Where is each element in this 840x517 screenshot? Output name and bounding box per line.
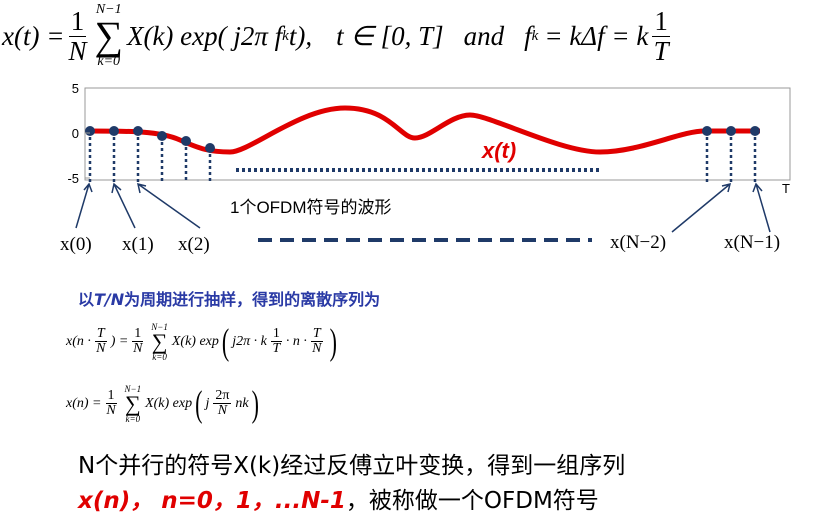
formula-text: nk: [235, 395, 249, 411]
paren: ): [251, 381, 259, 425]
arrows: [75, 182, 771, 233]
formula-text: · n ·: [285, 333, 307, 349]
body-line: N个并行的符号X(k)经过反傅立叶变换，得到一组序列: [78, 453, 626, 479]
sum-symbol: ∑: [94, 13, 123, 58]
denominator: T: [653, 35, 669, 66]
sample-label: x(N−1): [724, 232, 780, 253]
paren: (: [195, 381, 203, 425]
formula-text: X(k) exp( j2π f: [126, 20, 283, 51]
sum-symbol: ∑: [151, 329, 168, 354]
numerator: T: [310, 325, 323, 343]
formula-text: t ∈ [0, T]: [336, 20, 444, 51]
sample-label: x(0): [60, 234, 92, 255]
sample-label: x(1): [122, 234, 154, 255]
denominator: T: [272, 341, 281, 357]
formula-text: j2π · k: [232, 333, 267, 349]
denominator: N: [96, 341, 106, 357]
formula-text: ) =: [110, 333, 129, 349]
sum: N−1 ∑ k=0: [125, 384, 142, 424]
sum-top: N−1: [124, 384, 142, 394]
sum: N−1 ∑ k=0: [151, 322, 168, 362]
formula-text: j: [205, 395, 210, 411]
formula-text: x(t) =: [2, 20, 65, 51]
numerator: 1: [105, 387, 117, 405]
denominator: N: [217, 403, 228, 419]
sum-bottom: k=0: [125, 413, 141, 424]
numerator: T: [94, 325, 107, 343]
heading-emph: T/N: [94, 290, 125, 309]
sum: N−1 ∑ k=0: [94, 2, 123, 70]
curve-label: x(t): [481, 138, 516, 163]
waveform-curve: [87, 105, 760, 155]
y-tick-label: -5: [67, 171, 79, 186]
sample-lines: [88, 131, 757, 182]
numerator: 1: [68, 6, 87, 37]
subscript: k: [531, 27, 539, 44]
numerator: 1: [132, 325, 144, 343]
x-end-label: T: [782, 181, 790, 196]
formula-text: X(k) exp: [145, 395, 193, 411]
subscript: k: [282, 27, 289, 44]
y-tick-label: 5: [72, 81, 79, 96]
heading-text: 为周期进行抽样，得到的离散序列为: [124, 290, 381, 309]
body-line: x(n)， n=0，1，...N-1，被称做一个OFDM符号: [78, 481, 599, 515]
sum-bottom: k=0: [152, 351, 167, 362]
sum-top: N−1: [95, 2, 122, 17]
plot-frame: [84, 87, 791, 181]
formula-text: and: [463, 20, 505, 51]
body-text: ，被称做一个OFDM符号: [345, 488, 599, 514]
denominator: N: [312, 341, 322, 357]
fraction: 2π N: [213, 387, 232, 419]
numerator: 2π: [213, 387, 232, 405]
numerator: 1: [270, 325, 282, 343]
formula-text: x(n ·: [66, 333, 91, 349]
denominator: N: [133, 341, 143, 357]
heading-text: 以: [78, 290, 95, 309]
formula-text: t),: [288, 20, 313, 51]
formula-text: = kΔf = k: [544, 20, 649, 51]
formula-text: x(n) =: [66, 395, 102, 411]
sample-dots: [85, 126, 760, 153]
formula-text: X(k) exp: [171, 333, 219, 349]
heading: 以T/N为周期进行抽样，得到的离散序列为: [78, 286, 380, 310]
paren: ): [329, 319, 337, 363]
denominator: N: [106, 403, 116, 419]
sum-symbol: ∑: [124, 391, 141, 416]
caption: 1个OFDM符号的波形: [230, 198, 392, 217]
formula-text: f: [524, 20, 532, 51]
paren: (: [221, 319, 230, 363]
sample-label: x(N−2): [610, 232, 666, 253]
sample-label: x(2): [178, 234, 210, 255]
sum-bottom: k=0: [97, 54, 121, 69]
body-emph: x(n)， n=0，1，...N-1: [78, 488, 346, 514]
sample-labels: x(0) x(1) x(2) x(N−2) x(N−1): [60, 232, 780, 255]
numerator: 1: [652, 6, 670, 37]
denominator: N: [68, 35, 87, 66]
y-tick-label: 0: [72, 126, 79, 141]
sum-top: N−1: [151, 322, 168, 332]
